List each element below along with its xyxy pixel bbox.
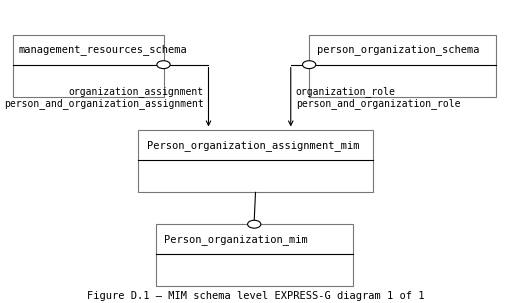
Bar [13, 35, 164, 97]
Text: Figure D.1 — MIM schema level EXPRESS-G diagram 1 of 1: Figure D.1 — MIM schema level EXPRESS-G … [87, 291, 424, 301]
Text: person_organization_schema: person_organization_schema [317, 44, 479, 55]
Bar [138, 130, 373, 192]
Circle shape [303, 61, 316, 68]
Text: organization_assignment
person_and_organization_assignment: organization_assignment person_and_organ… [4, 86, 203, 109]
Bar [309, 35, 496, 97]
Circle shape [248, 220, 261, 228]
Circle shape [157, 61, 170, 68]
Text: organization_role
person_and_organization_role: organization_role person_and_organizatio… [296, 86, 460, 109]
Text: Person_organization_assignment_mim: Person_organization_assignment_mim [147, 140, 360, 151]
Text: management_resources_schema: management_resources_schema [19, 44, 188, 55]
Text: Person_organization_mim: Person_organization_mim [164, 234, 308, 245]
Bar [156, 224, 353, 286]
